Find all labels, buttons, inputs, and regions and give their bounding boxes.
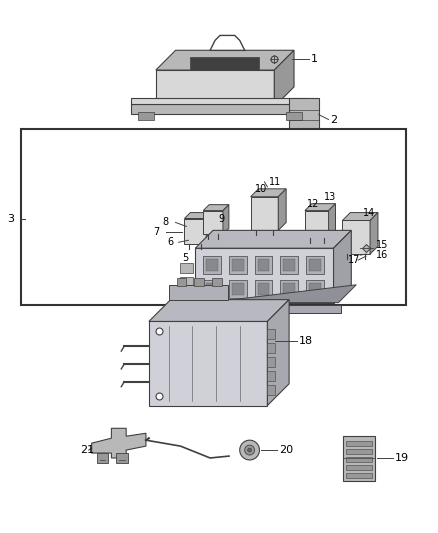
Text: 16: 16	[376, 250, 388, 260]
Text: 13: 13	[324, 192, 336, 201]
Circle shape	[245, 445, 254, 455]
Polygon shape	[191, 285, 356, 303]
Bar	[180, 277, 193, 287]
Bar	[203, 256, 221, 274]
Polygon shape	[370, 213, 378, 254]
Bar	[180, 290, 193, 301]
Bar	[203, 280, 221, 297]
Polygon shape	[278, 189, 286, 230]
Bar	[21, 130, 406, 304]
Bar	[194, 278, 204, 286]
Polygon shape	[156, 50, 294, 70]
Text: 10: 10	[254, 184, 267, 194]
Polygon shape	[203, 205, 229, 211]
Bar	[346, 465, 372, 470]
Text: 9: 9	[218, 214, 224, 223]
Bar	[267, 329, 275, 339]
Bar	[229, 256, 247, 274]
Polygon shape	[343, 213, 378, 221]
Polygon shape	[187, 304, 342, 312]
Bar	[346, 449, 372, 454]
Bar	[306, 256, 324, 274]
Text: 7: 7	[153, 228, 159, 237]
Text: 8: 8	[163, 217, 169, 228]
Polygon shape	[156, 70, 274, 107]
Bar	[306, 280, 324, 297]
Polygon shape	[305, 204, 336, 211]
Bar	[169, 285, 228, 300]
Bar	[267, 357, 275, 367]
Bar	[258, 283, 269, 295]
Text: 11: 11	[269, 177, 282, 187]
Polygon shape	[195, 248, 333, 303]
Text: 21: 21	[80, 445, 94, 455]
Polygon shape	[223, 205, 229, 235]
Bar	[232, 283, 244, 295]
Bar	[258, 259, 269, 271]
Bar	[180, 263, 193, 273]
Bar	[267, 343, 275, 353]
Text: 17: 17	[348, 255, 361, 265]
Bar	[343, 436, 375, 481]
Bar	[232, 259, 244, 271]
Text: 20: 20	[279, 445, 293, 455]
Text: 3: 3	[7, 214, 14, 223]
Bar	[229, 280, 247, 297]
Text: 1: 1	[311, 54, 318, 64]
Polygon shape	[328, 204, 336, 238]
Polygon shape	[251, 197, 278, 230]
Polygon shape	[131, 98, 309, 104]
Polygon shape	[149, 300, 289, 321]
Text: 14: 14	[363, 207, 375, 217]
Bar	[138, 111, 154, 119]
Bar	[309, 259, 321, 271]
Bar	[286, 111, 302, 119]
Bar	[177, 278, 187, 286]
Polygon shape	[251, 189, 286, 197]
Bar	[309, 283, 321, 295]
Bar	[254, 280, 272, 297]
Circle shape	[240, 440, 259, 460]
Text: 2: 2	[331, 115, 338, 125]
Bar	[254, 256, 272, 274]
Polygon shape	[184, 219, 206, 244]
Polygon shape	[195, 230, 351, 248]
Text: 19: 19	[395, 453, 409, 463]
Polygon shape	[117, 453, 128, 463]
Polygon shape	[267, 300, 289, 406]
Polygon shape	[184, 213, 212, 219]
Bar	[346, 473, 372, 478]
Polygon shape	[149, 321, 267, 406]
Bar	[280, 280, 298, 297]
Polygon shape	[274, 50, 294, 107]
Text: 15: 15	[376, 240, 389, 250]
Polygon shape	[206, 213, 212, 244]
Bar	[212, 278, 222, 286]
Bar	[346, 441, 372, 446]
Bar	[283, 259, 295, 271]
Text: 18: 18	[299, 336, 313, 346]
Text: 5: 5	[183, 253, 189, 263]
Bar	[280, 256, 298, 274]
Bar	[283, 283, 295, 295]
Bar	[267, 371, 275, 381]
Bar	[206, 283, 218, 295]
Polygon shape	[305, 211, 328, 238]
Polygon shape	[333, 230, 351, 303]
Polygon shape	[131, 104, 309, 114]
Polygon shape	[203, 211, 223, 235]
Polygon shape	[289, 98, 319, 132]
Polygon shape	[191, 57, 259, 70]
Text: 12: 12	[307, 199, 319, 208]
Polygon shape	[343, 221, 370, 254]
Polygon shape	[92, 429, 146, 458]
Bar	[206, 259, 218, 271]
Text: 6: 6	[168, 237, 174, 247]
Polygon shape	[96, 453, 109, 463]
Circle shape	[247, 448, 251, 452]
Bar	[346, 457, 372, 462]
Bar	[267, 385, 275, 394]
